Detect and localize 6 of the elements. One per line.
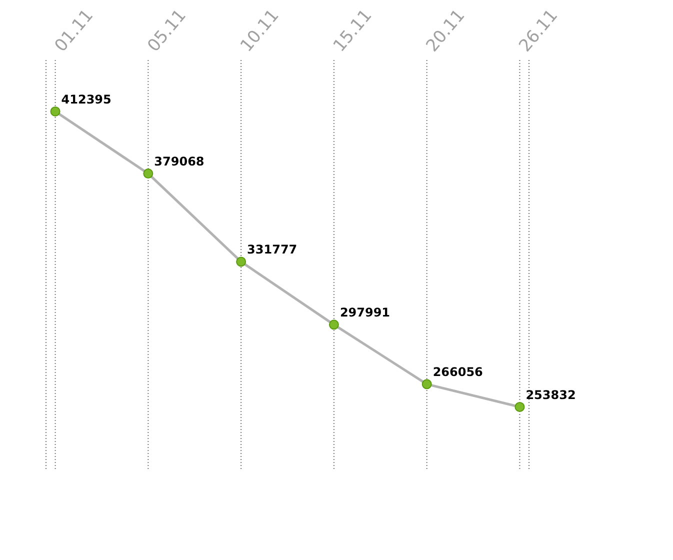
data-label: 331777 — [247, 242, 298, 257]
data-label: 412395 — [61, 92, 112, 106]
data-label: 266056 — [432, 365, 483, 380]
data-label: 379068 — [154, 154, 204, 169]
data-label: 253832 — [526, 388, 576, 402]
data-label: 297991 — [340, 306, 390, 320]
